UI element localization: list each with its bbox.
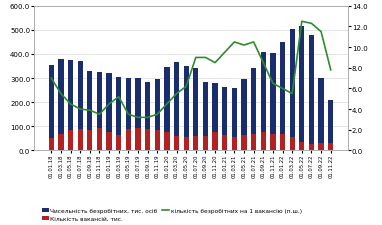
Bar — [241, 135, 247, 151]
Bar — [193, 69, 199, 151]
Bar — [241, 80, 247, 151]
Bar — [290, 137, 295, 151]
Bar — [232, 88, 237, 151]
Bar — [183, 137, 189, 151]
Bar — [135, 128, 141, 151]
Bar — [270, 54, 275, 151]
Bar — [97, 73, 102, 151]
кількість безробітних на 1 вакансію (п.ш.) — [242, 45, 246, 47]
Bar — [319, 144, 324, 151]
Bar — [193, 136, 199, 151]
кількість безробітних на 1 вакансію (п.ш.) — [117, 96, 121, 99]
кількість безробітних на 1 вакансію (п.ш.) — [184, 86, 188, 88]
Bar — [116, 135, 121, 151]
кількість безробітних на 1 вакансію (п.ш.) — [222, 52, 227, 54]
Bar — [299, 142, 304, 151]
Bar — [222, 135, 227, 151]
Bar — [309, 145, 314, 151]
Bar — [251, 134, 256, 151]
кількість безробітних на 1 вакансію (п.ш.) — [58, 93, 63, 96]
Bar — [309, 36, 314, 151]
Bar — [58, 134, 63, 151]
кількість безробітних на 1 вакансію (п.ш.) — [270, 83, 275, 85]
Bar — [87, 130, 92, 151]
Bar — [299, 27, 304, 151]
Bar — [145, 82, 150, 151]
Bar — [155, 130, 160, 151]
кількість безробітних на 1 вакансію (п.ш.) — [97, 113, 102, 116]
кількість безробітних на 1 вакансію (п.ш.) — [261, 62, 265, 65]
кількість безробітних на 1 вакансію (п.ш.) — [251, 41, 256, 44]
Legend: Чисельність безробітних, тис. осіб, Кількість вакансій, тис., кількість безробіт: Чисельність безробітних, тис. осіб, Кіль… — [40, 207, 303, 222]
Bar — [126, 129, 131, 151]
Bar — [107, 74, 112, 151]
Bar — [78, 62, 83, 151]
Bar — [155, 80, 160, 151]
Bar — [222, 87, 227, 151]
кількість безробітних на 1 вакансію (п.ш.) — [213, 62, 217, 65]
Bar — [203, 136, 208, 151]
Bar — [68, 130, 73, 151]
кількість безробітних на 1 вакансію (п.ш.) — [329, 69, 333, 72]
кількість безробітних на 1 вакансію (п.ш.) — [78, 108, 83, 111]
Bar — [270, 134, 275, 151]
кількість безробітних на 1 вакансію (п.ш.) — [126, 113, 131, 116]
Bar — [203, 82, 208, 151]
кількість безробітних на 1 вакансію (п.ш.) — [145, 117, 150, 119]
кількість безробітних на 1 вакансію (п.ш.) — [319, 31, 324, 34]
кількість безробітних на 1 вакансію (п.ш.) — [299, 21, 304, 24]
Bar — [116, 78, 121, 151]
кількість безробітних на 1 вакансію (п.ш.) — [136, 117, 140, 119]
кількість безробітних на 1 вакансію (п.ш.) — [49, 77, 53, 80]
кількість безробітних на 1 вакансію (п.ш.) — [155, 113, 160, 116]
Bar — [261, 52, 266, 151]
Bar — [183, 67, 189, 151]
Bar — [319, 79, 324, 151]
кількість безробітних на 1 вакансію (п.ш.) — [174, 93, 179, 96]
Bar — [97, 128, 102, 151]
Bar — [49, 139, 54, 151]
Bar — [280, 134, 285, 151]
кількість безробітних на 1 вакансію (п.ш.) — [203, 57, 208, 60]
Bar — [126, 79, 131, 151]
Bar — [280, 43, 285, 151]
Bar — [174, 136, 179, 151]
Line: кількість безробітних на 1 вакансію (п.ш.): кількість безробітних на 1 вакансію (п.ш… — [51, 22, 331, 118]
Bar — [212, 133, 218, 151]
кількість безробітних на 1 вакансію (п.ш.) — [280, 88, 285, 90]
кількість безробітних на 1 вакансію (п.ш.) — [194, 57, 198, 60]
кількість безробітних на 1 вакансію (п.ш.) — [87, 109, 92, 112]
кількість безробітних на 1 вакансію (п.ш.) — [165, 103, 169, 106]
Bar — [135, 79, 141, 151]
Bar — [212, 83, 218, 151]
Bar — [145, 129, 150, 151]
кількість безробітних на 1 вакансію (п.ш.) — [290, 93, 295, 96]
кількість безробітних на 1 вакансію (п.ш.) — [309, 23, 314, 26]
кількість безробітних на 1 вакансію (п.ш.) — [232, 41, 237, 44]
Bar — [164, 133, 170, 151]
Bar — [49, 65, 54, 151]
Bar — [174, 63, 179, 151]
Bar — [164, 68, 170, 151]
Bar — [328, 100, 333, 151]
Bar — [58, 60, 63, 151]
Bar — [251, 69, 256, 151]
Bar — [87, 72, 92, 151]
Bar — [290, 29, 295, 151]
Bar — [328, 144, 333, 151]
кількість безробітних на 1 вакансію (п.ш.) — [68, 103, 73, 106]
кількість безробітних на 1 вакансію (п.ш.) — [107, 103, 112, 106]
Bar — [232, 137, 237, 151]
Bar — [261, 133, 266, 151]
Bar — [68, 61, 73, 151]
Bar — [78, 129, 83, 151]
Bar — [107, 133, 112, 151]
